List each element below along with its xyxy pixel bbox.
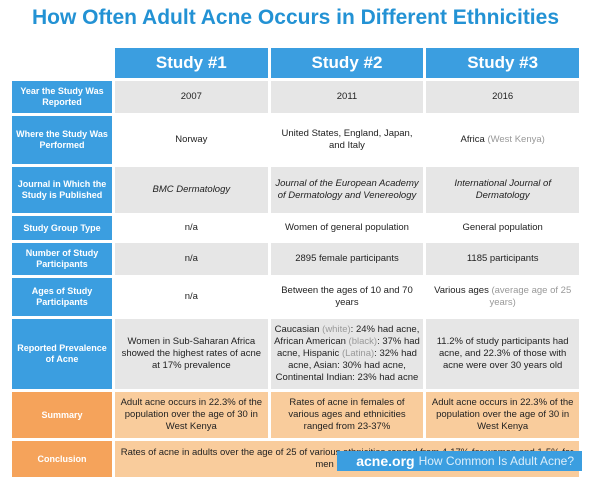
cell-journal-2: Journal of the European Academy of Derma… bbox=[270, 167, 424, 213]
cell-journal-3: International Journal of Dermatology bbox=[426, 167, 579, 213]
header-blank bbox=[12, 48, 112, 78]
row-label-year: Year the Study Was Reported bbox=[12, 81, 112, 113]
row-label-prevalence: Reported Prevalence of Acne bbox=[12, 319, 112, 389]
prev-hisp-rest: : 32% had acne, Asian: 30% had acne, Con… bbox=[275, 348, 419, 383]
cell-ages-1: n/a bbox=[115, 278, 268, 316]
cell-participants-1: n/a bbox=[115, 243, 268, 275]
prev-aa-note: (black) bbox=[348, 336, 378, 347]
row-label-ages: Ages of Study Participants bbox=[12, 278, 112, 316]
location-3-main: Africa bbox=[460, 134, 485, 145]
footer-banner[interactable]: acne.org How Common Is Adult Acne? bbox=[337, 451, 582, 471]
prev-aa: African American bbox=[274, 336, 346, 347]
column-study-2: Study #2 bbox=[270, 48, 424, 78]
row-label-journal: Journal in Which the Study is Published bbox=[12, 167, 112, 213]
column-study-3: Study #3 bbox=[426, 48, 579, 78]
cell-group-2: Women of general population bbox=[270, 216, 424, 240]
row-label-conclusion: Conclusion bbox=[12, 441, 112, 477]
cell-year-2: 2011 bbox=[270, 81, 424, 113]
cell-year-1: 2007 bbox=[115, 81, 268, 113]
cell-summary-3: Adult acne occurs in 22.3% of the popula… bbox=[426, 392, 579, 438]
prev-caucasian: Caucasian bbox=[274, 324, 320, 335]
row-label-summary: Summary bbox=[12, 392, 112, 438]
prev-caucasian-rest: : 24% had acne, bbox=[350, 324, 420, 335]
cell-location-2: United States, England, Japan, and Italy bbox=[270, 116, 424, 164]
cell-journal-1: BMC Dermatology bbox=[115, 167, 268, 213]
cell-summary-1: Adult acne occurs in 22.3% of the popula… bbox=[115, 392, 268, 438]
ages-3-note: (average age of 25 years) bbox=[489, 285, 572, 308]
prev-hisp-note: (Latina) bbox=[341, 348, 375, 359]
row-label-participants: Number of Study Participants bbox=[12, 243, 112, 275]
ages-3-main: Various ages bbox=[434, 285, 489, 296]
cell-summary-2: Rates of acne in females of various ages… bbox=[270, 392, 424, 438]
brand-logo: acne.org bbox=[356, 453, 415, 469]
page-title: How Often Adult Acne Occurs in Different… bbox=[32, 6, 559, 29]
prev-aa-rest: : 37% had acne, bbox=[276, 336, 420, 359]
prev-caucasian-note: (white) bbox=[322, 324, 351, 335]
column-study-1: Study #1 bbox=[115, 48, 268, 78]
row-label-group: Study Group Type bbox=[12, 216, 112, 240]
cell-ages-3: Various ages (average age of 25 years) bbox=[426, 278, 579, 316]
cell-group-1: n/a bbox=[115, 216, 268, 240]
cell-participants-3: 1185 participants bbox=[426, 243, 579, 275]
location-3-note: (West Kenya) bbox=[487, 134, 545, 145]
cell-prevalence-1: Women in Sub-Saharan Africa showed the h… bbox=[115, 319, 268, 389]
cell-prevalence-3: 11.2% of study participants had acne, an… bbox=[426, 319, 579, 389]
footer-question: How Common Is Adult Acne? bbox=[418, 454, 574, 468]
cell-prevalence-2: Caucasian (white): 24% had acne, African… bbox=[270, 319, 424, 389]
cell-ages-2: Between the ages of 10 and 70 years bbox=[270, 278, 424, 316]
cell-group-3: General population bbox=[426, 216, 579, 240]
studies-table: Study #1 Study #2 Study #3 Year the Stud… bbox=[9, 45, 582, 480]
cell-location-3: Africa (West Kenya) bbox=[426, 116, 579, 164]
row-label-location: Where the Study Was Performed bbox=[12, 116, 112, 164]
cell-year-3: 2016 bbox=[426, 81, 579, 113]
cell-participants-2: 2895 female participants bbox=[270, 243, 424, 275]
cell-location-1: Norway bbox=[115, 116, 268, 164]
prev-hisp: Hispanic bbox=[302, 348, 340, 359]
